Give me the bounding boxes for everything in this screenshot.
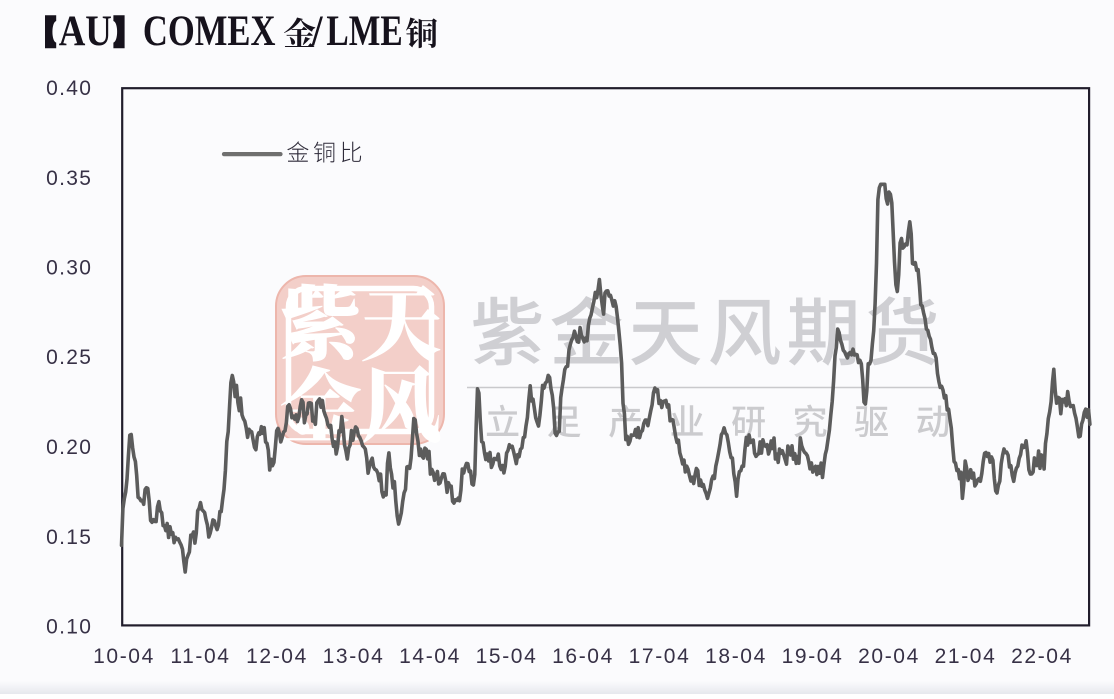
- svg-text:11-04: 11-04: [170, 645, 230, 668]
- svg-text:0.20: 0.20: [46, 436, 92, 459]
- svg-text:COMEX: COMEX: [143, 7, 276, 55]
- svg-text:0.35: 0.35: [46, 167, 92, 190]
- svg-text:0.15: 0.15: [46, 526, 92, 549]
- svg-text:12-04: 12-04: [246, 645, 308, 668]
- svg-text:22-04: 22-04: [1011, 645, 1073, 668]
- svg-text:0.25: 0.25: [46, 346, 92, 369]
- svg-text:15-04: 15-04: [476, 645, 538, 668]
- svg-text:0.30: 0.30: [46, 257, 92, 280]
- svg-text:LME: LME: [326, 7, 402, 55]
- svg-text:0.10: 0.10: [46, 616, 92, 639]
- svg-text:AU: AU: [59, 7, 112, 55]
- svg-text:16-04: 16-04: [552, 645, 614, 668]
- svg-text:18-04: 18-04: [705, 645, 767, 668]
- svg-text:13-04: 13-04: [323, 645, 385, 668]
- svg-text:20-04: 20-04: [858, 645, 920, 668]
- svg-text:21-04: 21-04: [935, 645, 997, 668]
- svg-text:0.40: 0.40: [46, 77, 92, 100]
- svg-text:17-04: 17-04: [629, 645, 691, 668]
- svg-text:14-04: 14-04: [399, 645, 461, 668]
- svg-text:10-04: 10-04: [93, 645, 155, 668]
- svg-text:19-04: 19-04: [782, 645, 844, 668]
- svg-text:/: /: [311, 7, 323, 55]
